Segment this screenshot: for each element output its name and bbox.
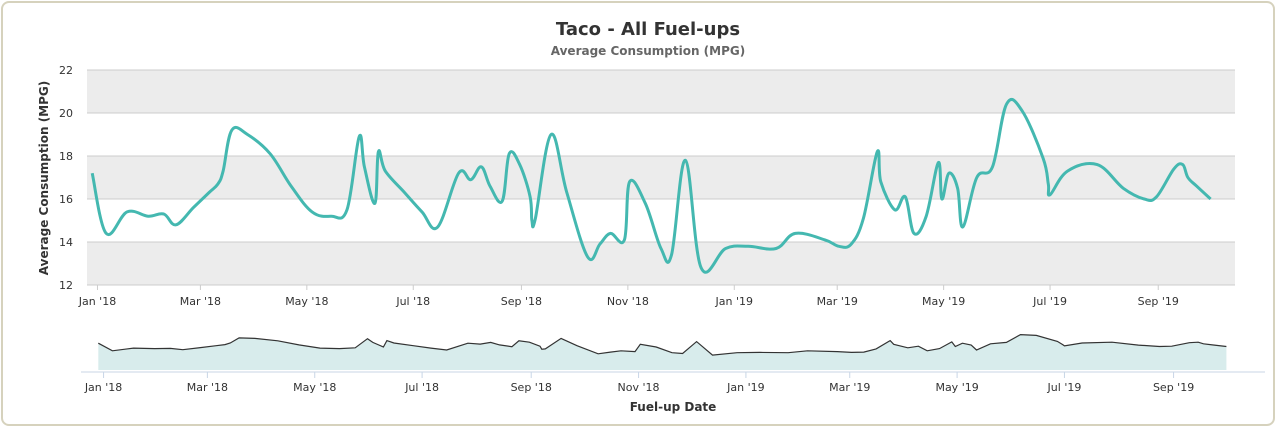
mpg-series-line[interactable]: [90, 97, 1212, 274]
navigator[interactable]: [81, 333, 1265, 373]
navigator-tick-label: Jul '18: [404, 381, 439, 394]
x-axis-title: Fuel-up Date: [630, 400, 717, 414]
x-tick-label: Jul '18: [395, 295, 430, 308]
navigator-tick-label: Sep '18: [511, 381, 552, 394]
navigator-tick-label: Jan '19: [726, 381, 764, 394]
navigator-tick-label: Mar '19: [829, 381, 870, 394]
chart-svg: Taco - All Fuel-ups Average Consumption …: [37, 19, 1265, 414]
navigator-tick-label: Mar '18: [187, 381, 228, 394]
x-tick-label: May '18: [285, 295, 328, 308]
x-tick-label: Mar '18: [180, 295, 221, 308]
navigator-tick-label: Sep '19: [1153, 381, 1194, 394]
chart-subtitle: Average Consumption (MPG): [551, 44, 745, 58]
x-tick-label: Nov '18: [607, 295, 649, 308]
y-tick-label: 12: [59, 279, 73, 292]
y-axis-title: Average Consumption (MPG): [37, 81, 51, 275]
y-tick-label: 18: [59, 150, 73, 163]
plot-band: [87, 70, 1235, 113]
navigator-area: [98, 334, 1227, 370]
navigator-x-ticks: Jan '18 Mar '18 May '18 Jul '18 Sep '18 Nov '…: [84, 372, 1194, 394]
navigator-tick-label: May '18: [293, 381, 336, 394]
x-tick-label: Sep '18: [501, 295, 542, 308]
navigator-tick-label: Jul '19: [1047, 381, 1082, 394]
x-tick-label: May '19: [922, 295, 965, 308]
x-tick-label: Jul '19: [1032, 295, 1067, 308]
chart-title: Taco - All Fuel-ups: [556, 19, 740, 40]
y-axis-ticks: 12 14 16 18 20 22: [59, 64, 73, 292]
navigator-line: [98, 333, 1227, 356]
y-tick-label: 20: [59, 107, 73, 120]
x-tick-label: Mar '19: [817, 295, 858, 308]
y-tick-label: 16: [59, 193, 73, 206]
y-tick-label: 22: [59, 64, 73, 77]
x-axis-ticks: Jan '18 Mar '18 May '18 Jul '18 Sep '18 Nov '…: [78, 285, 1179, 308]
y-tick-label: 14: [59, 236, 73, 249]
x-tick-label: Jan '19: [715, 295, 753, 308]
x-tick-label: Jan '18: [78, 295, 116, 308]
x-tick-label: Sep '19: [1138, 295, 1179, 308]
navigator-tick-label: May '19: [935, 381, 978, 394]
navigator-tick-label: Nov '18: [618, 381, 660, 394]
navigator-tick-label: Jan '18: [84, 381, 122, 394]
